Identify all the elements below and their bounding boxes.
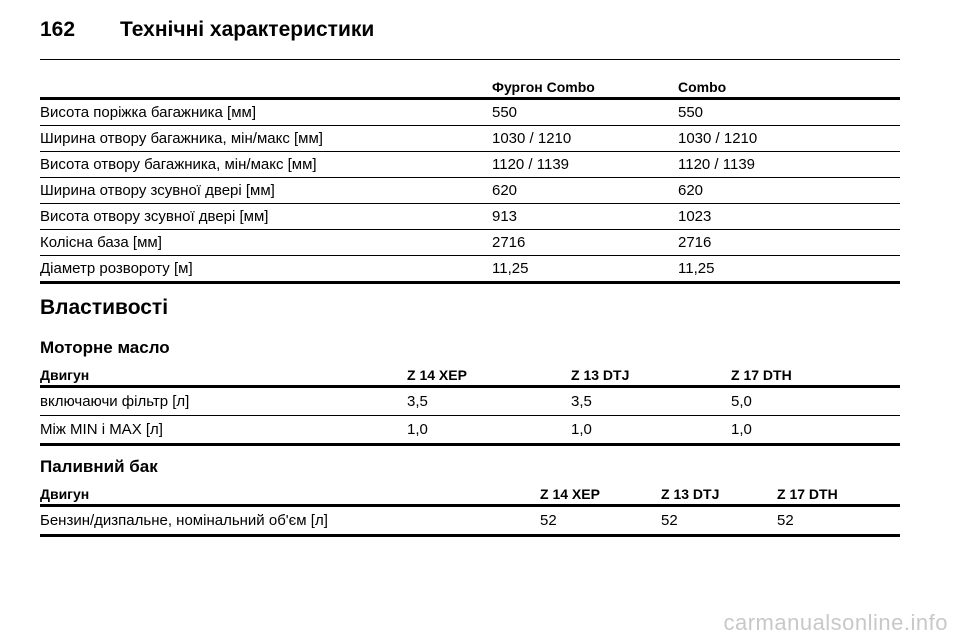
table-row: Ширина отвору багажника, мін/макс [мм] 1… — [40, 125, 900, 152]
cell-value: 620 — [678, 177, 900, 204]
row-label: Висота поріжка багажника [мм] — [40, 98, 492, 126]
row-label: Висота отвору зсувної дверi [мм] — [40, 203, 492, 230]
cell-value: 1120 / 1139 — [492, 151, 678, 178]
table-row: Діаметр розвороту [м] 11,25 11,25 — [40, 255, 900, 284]
table-row: Ширина отвору зсувної дверi [мм] 620 620 — [40, 177, 900, 204]
column-header-z17dth: Z 17 DTH — [777, 484, 900, 507]
row-label: Висота отвору багажника, мін/макс [мм] — [40, 151, 492, 178]
page-header: 162 Технічні характеристики — [40, 14, 374, 46]
table-header-row: Двигун Z 14 XEP Z 13 DTJ Z 17 DTH — [40, 365, 900, 388]
cell-value: 11,25 — [492, 255, 678, 284]
table-row: Бензин/дизпальне, номінальний об'єм [л] … — [40, 505, 900, 537]
column-header-z14xep: Z 14 XEP — [407, 365, 571, 388]
cell-value: 550 — [492, 98, 678, 126]
page-number: 162 — [40, 18, 76, 41]
cell-value: 1030 / 1210 — [678, 125, 900, 152]
cell-value: 3,5 — [407, 386, 571, 416]
row-label: Ширина отвору багажника, мін/макс [мм] — [40, 125, 492, 152]
cell-value: 52 — [540, 505, 661, 537]
column-header-z14xep: Z 14 XEP — [540, 484, 661, 507]
column-header — [40, 76, 492, 100]
cell-value: 913 — [492, 203, 678, 230]
page-title: Технічні характеристики — [120, 18, 375, 41]
fuel-tank-table: Двигун Z 14 XEP Z 13 DTJ Z 17 DTH Бензин… — [40, 484, 900, 537]
column-header-z13dtj: Z 13 DTJ — [571, 365, 731, 388]
table-row: Висота отвору зсувної дверi [мм] 913 102… — [40, 203, 900, 230]
header-divider — [40, 59, 900, 60]
column-header-combo: Combo — [678, 76, 900, 100]
cell-value: 1023 — [678, 203, 900, 230]
cell-value: 1,0 — [407, 415, 571, 446]
cell-value: 52 — [661, 505, 777, 537]
cell-value: 1,0 — [731, 415, 900, 446]
table-row: Висота отвору багажника, мін/макс [мм] 1… — [40, 151, 900, 178]
cell-value: 11,25 — [678, 255, 900, 284]
table-row: Висота поріжка багажника [мм] 550 550 — [40, 98, 900, 126]
cell-value: 5,0 — [731, 386, 900, 416]
column-header-z17dth: Z 17 DTH — [731, 365, 900, 388]
cell-value: 1120 / 1139 — [678, 151, 900, 178]
dimensions-table: Фургон Combo Combo Висота поріжка багажн… — [40, 76, 900, 284]
cell-value: 52 — [777, 505, 900, 537]
column-header-z13dtj: Z 13 DTJ — [661, 484, 777, 507]
table-row: Між MIN і MAX [л] 1,0 1,0 1,0 — [40, 415, 900, 446]
subsection-heading-fuel-tank: Паливний бак — [40, 457, 158, 476]
cell-value: 550 — [678, 98, 900, 126]
watermark: carmanualsonline.info — [723, 610, 948, 635]
row-label: Ширина отвору зсувної дверi [мм] — [40, 177, 492, 204]
column-header-engine: Двигун — [40, 365, 407, 388]
cell-value: 3,5 — [571, 386, 731, 416]
table-row: Колісна база [мм] 2716 2716 — [40, 229, 900, 256]
column-header-furgon-combo: Фургон Combo — [492, 76, 678, 100]
cell-value: 1,0 — [571, 415, 731, 446]
row-label: Діаметр розвороту [м] — [40, 255, 492, 284]
table-row: включаючи фільтр [л] 3,5 3,5 5,0 — [40, 386, 900, 416]
row-label: Колісна база [мм] — [40, 229, 492, 256]
row-label: Між MIN і MAX [л] — [40, 415, 407, 446]
cell-value: 620 — [492, 177, 678, 204]
engine-oil-table: Двигун Z 14 XEP Z 13 DTJ Z 17 DTH включа… — [40, 365, 900, 446]
table-header-row: Двигун Z 14 XEP Z 13 DTJ Z 17 DTH — [40, 484, 900, 507]
row-label: включаючи фільтр [л] — [40, 386, 407, 416]
cell-value: 1030 / 1210 — [492, 125, 678, 152]
cell-value: 2716 — [492, 229, 678, 256]
cell-value: 2716 — [678, 229, 900, 256]
column-header-engine: Двигун — [40, 484, 540, 507]
subsection-heading-engine-oil: Моторне масло — [40, 338, 170, 357]
table-header-row: Фургон Combo Combo — [40, 76, 900, 100]
row-label: Бензин/дизпальне, номінальний об'єм [л] — [40, 505, 540, 537]
section-heading-properties: Властивості — [40, 296, 169, 319]
